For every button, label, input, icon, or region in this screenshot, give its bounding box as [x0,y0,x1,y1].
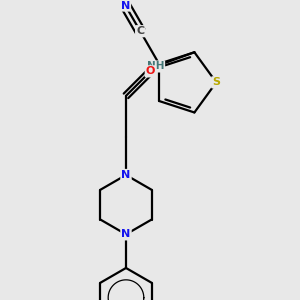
Text: O: O [146,66,155,76]
Text: S: S [212,77,220,87]
Text: C: C [136,26,144,36]
Text: N: N [122,170,130,180]
Text: N: N [121,1,130,10]
Text: NH: NH [147,61,164,71]
Text: N: N [122,229,130,239]
